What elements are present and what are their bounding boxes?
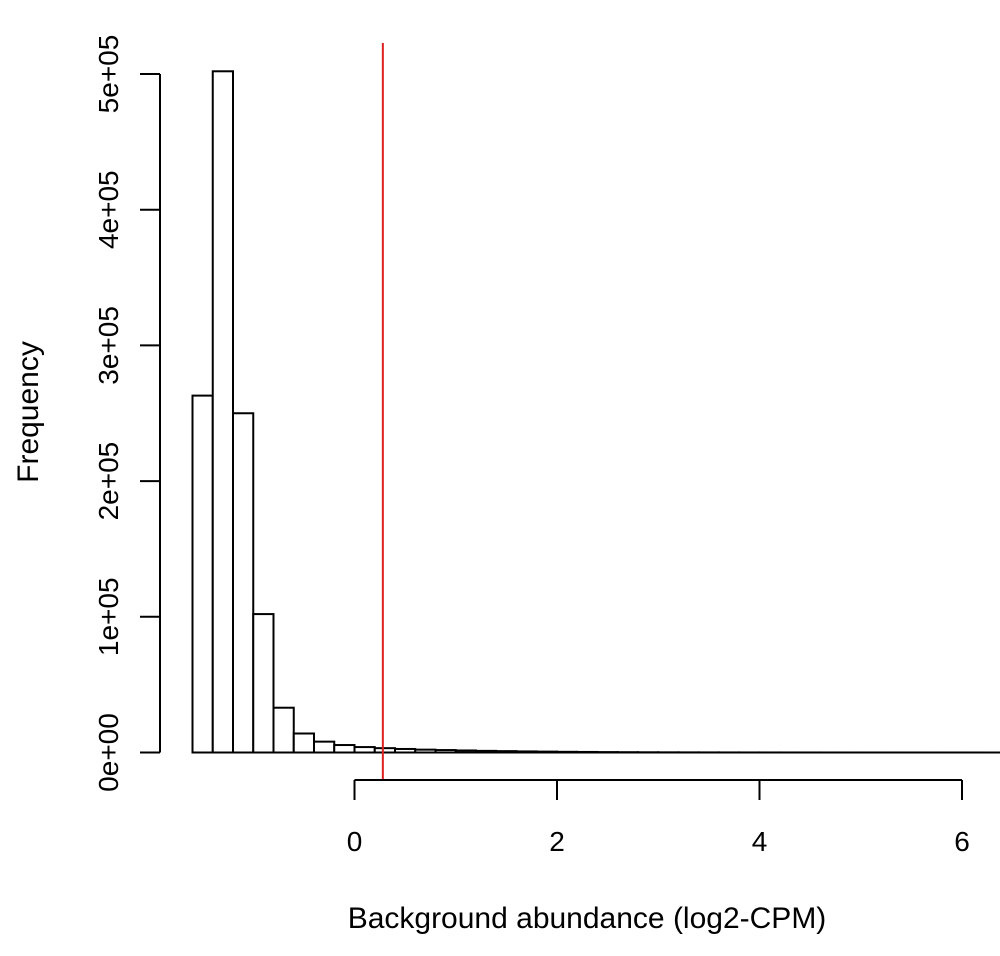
x-tick-label: 6 — [954, 826, 970, 857]
x-tick-label: 2 — [549, 826, 565, 857]
x-tick-label: 4 — [752, 826, 768, 857]
histogram-bar — [211, 70, 234, 754]
y-axis-title: Frequency — [12, 341, 45, 483]
y-tick-label: 2e+05 — [93, 442, 124, 521]
y-tick-label: 0e+00 — [93, 713, 124, 792]
histogram-bars — [191, 70, 984, 754]
y-tick-label: 3e+05 — [93, 306, 124, 385]
x-axis: 0 2 4 6 — [347, 779, 970, 857]
y-tick-label: 1e+05 — [93, 577, 124, 656]
y-tick-label: 5e+05 — [93, 35, 124, 114]
histogram-bar — [232, 412, 255, 754]
x-axis-title: Background abundance (log2-CPM) — [348, 902, 827, 935]
histogram-bar — [292, 732, 315, 754]
histogram-bar — [191, 394, 214, 754]
histogram-bar — [272, 706, 295, 754]
histogram-bar — [333, 744, 356, 754]
histogram-bar — [313, 740, 336, 754]
y-tick-label: 4e+05 — [93, 170, 124, 249]
x-tick-label: 0 — [347, 826, 363, 857]
histogram-bar — [252, 613, 275, 754]
y-axis: 0e+00 1e+05 2e+05 3e+05 4e+05 5e+05 — [93, 35, 161, 792]
